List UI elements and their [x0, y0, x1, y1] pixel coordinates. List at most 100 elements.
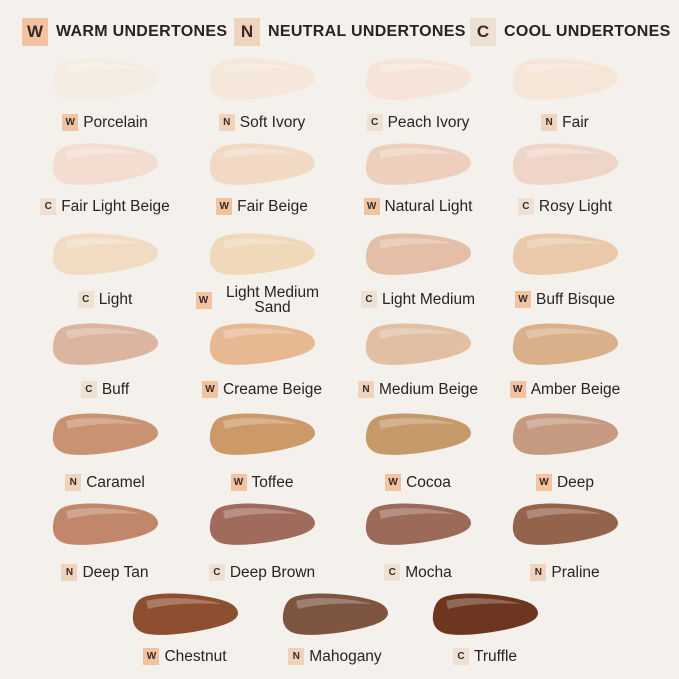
swatch-highlight [223, 418, 299, 429]
legend-label: NEUTRAL UNDERTONES [268, 23, 466, 40]
shade-label: C Mocha [333, 564, 503, 581]
shade-label: W Deep [480, 474, 650, 491]
swatch-highlight [146, 598, 222, 609]
undertone-badge: W [385, 474, 402, 491]
undertone-badge: C [384, 564, 401, 581]
shade-label: N Fair [480, 114, 650, 131]
swatch-highlight [223, 328, 299, 339]
swatch-shape [52, 58, 158, 100]
swatch-shape [365, 413, 471, 455]
shade-label: N Soft Ivory [177, 114, 347, 131]
shade-name: Amber Beige [530, 381, 621, 398]
undertone-badge: C [40, 198, 57, 215]
shade-name: Fair [562, 114, 589, 131]
undertone-badge: N [218, 114, 235, 131]
swatch-shape [209, 143, 315, 185]
shade-name: Fair Beige [237, 198, 308, 215]
swatch [512, 233, 618, 275]
swatch-shape [52, 413, 158, 455]
swatch-highlight [66, 418, 142, 429]
shade-name: Buff [101, 381, 130, 398]
swatch [512, 58, 618, 100]
undertone-badge: N [65, 474, 82, 491]
swatch-highlight [66, 328, 142, 339]
swatch-highlight [526, 148, 602, 159]
undertone-badge: W [216, 198, 233, 215]
shade-label: W Buff Bisque [480, 291, 650, 308]
undertone-badge: C [366, 114, 383, 131]
shade-label: C Peach Ivory [333, 114, 503, 131]
shade-label: C Light Medium [333, 291, 503, 308]
undertone-badge: W [230, 474, 247, 491]
shade-name: Soft Ivory [239, 114, 306, 131]
shade-name: Deep Brown [229, 564, 316, 581]
swatch-shape [52, 323, 158, 365]
undertone-badge: W [363, 198, 380, 215]
swatch [365, 413, 471, 455]
swatch-highlight [526, 63, 602, 74]
swatch-highlight [526, 418, 602, 429]
swatch [432, 593, 538, 635]
undertone-badge: N [541, 114, 558, 131]
shade-name: Truffle [473, 648, 518, 665]
swatch-shape [209, 503, 315, 545]
swatch [209, 413, 315, 455]
shade-label: C Buff [20, 381, 190, 398]
swatch [512, 323, 618, 365]
shade-name: Buff Bisque [536, 291, 615, 308]
undertone-badge: C [80, 381, 97, 398]
shade-name: Cocoa [406, 474, 451, 491]
swatch-highlight [223, 508, 299, 519]
shade-label: N Deep Tan [20, 564, 190, 581]
swatch-shape [512, 413, 618, 455]
swatch-shape [365, 323, 471, 365]
shade-label: C Deep Brown [177, 564, 347, 581]
legend-label: WARM UNDERTONES [56, 23, 228, 40]
swatch [209, 503, 315, 545]
shade-name: Deep [556, 474, 595, 491]
swatch-highlight [526, 238, 602, 249]
swatch [512, 503, 618, 545]
swatch-highlight [379, 508, 455, 519]
shade-label: W Light Medium Sand [177, 285, 347, 315]
swatch-shape [512, 503, 618, 545]
swatch [282, 593, 388, 635]
shade-label: N Praline [480, 564, 650, 581]
undertone-badge: W [509, 381, 526, 398]
shade-name: Mocha [405, 564, 452, 581]
undertone-badge: C [208, 564, 225, 581]
swatch-highlight [446, 598, 522, 609]
undertone-badge: W [201, 381, 218, 398]
undertone-badge: W [515, 291, 531, 308]
legend-item: C COOL UNDERTONES [470, 18, 671, 46]
swatch [365, 143, 471, 185]
undertone-badge: W [143, 648, 160, 665]
undertone-badge: W [195, 291, 212, 309]
shade-name: Deep Tan [82, 564, 149, 581]
undertone-badge: N [61, 564, 78, 581]
shade-label: W Porcelain [20, 114, 190, 131]
swatch [512, 143, 618, 185]
shade-label: W Fair Beige [177, 198, 347, 215]
swatch-shape [365, 503, 471, 545]
swatch [209, 233, 315, 275]
swatch [209, 323, 315, 365]
swatch-shape [209, 233, 315, 275]
swatch-highlight [379, 418, 455, 429]
undertone-badge: W [535, 474, 552, 491]
swatch-shape [365, 58, 471, 100]
swatch-shape [365, 233, 471, 275]
swatch-shape [512, 323, 618, 365]
shade-label: C Light [20, 291, 190, 308]
swatch-highlight [223, 238, 299, 249]
shade-label: C Fair Light Beige [20, 198, 190, 215]
shade-name: Natural Light [384, 198, 473, 215]
swatch-highlight [66, 148, 142, 159]
swatch [52, 323, 158, 365]
swatch [132, 593, 238, 635]
swatch [209, 58, 315, 100]
swatch [512, 413, 618, 455]
shade-name: Peach Ivory [387, 114, 470, 131]
shade-name: Light [98, 291, 133, 308]
